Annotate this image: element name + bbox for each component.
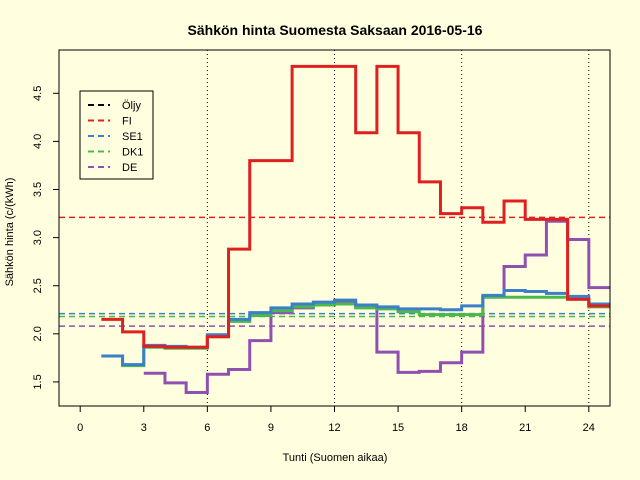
legend-label: DK1 [122,147,143,159]
series-line-fi [101,64,610,349]
legend-label: SE1 [122,131,143,143]
x-tick-label: 3 [141,422,147,434]
y-tick-label: 2.5 [32,278,44,293]
x-tick-label: 6 [204,422,210,434]
x-tick-label: 0 [77,422,83,434]
y-axis-label: Sähkön hinta (c/(kWh) [4,178,16,287]
y-tick-label: 4.5 [32,86,44,101]
x-tick-label: 12 [328,422,340,434]
series-line-de [143,219,610,395]
x-tick-label: 24 [583,422,595,434]
y-tick-label: 4.0 [32,134,44,149]
x-axis-label: Tunti (Suomen aikaa) [283,452,388,464]
legend-label: Öljy [122,100,141,112]
x-tick-label: 9 [268,422,274,434]
y-tick-label: 1.5 [32,374,44,389]
chart-title: Sähkön hinta Suomesta Saksaan 2016-05-16 [188,22,483,38]
x-tick-label: 21 [519,422,531,434]
legend-label: FI [122,116,132,128]
x-tick-label: 18 [456,422,468,434]
y-tick-label: 3.5 [32,182,44,197]
legend: Öljy FI SE1 DK1 DE [79,90,154,180]
x-tick-label: 15 [392,422,404,434]
legend-label: DE [122,162,137,174]
y-tick-label: 3.0 [32,230,44,245]
y-tick-label: 2.0 [32,326,44,341]
